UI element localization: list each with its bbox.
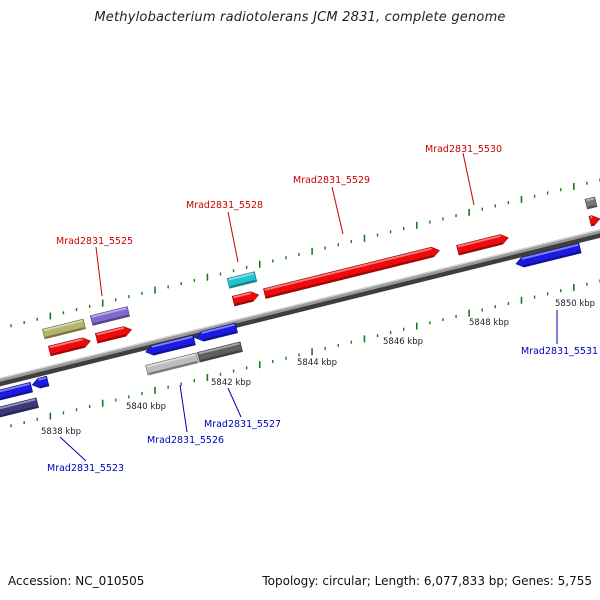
gene-red-edge [588, 215, 600, 227]
gene-cyan [226, 271, 258, 289]
gene-label: Mrad2831_5523 [47, 463, 124, 474]
scale-label: 5846 kbp [383, 337, 423, 347]
backbone-highlight [0, 229, 600, 379]
scale-label: 5840 kbp [126, 402, 166, 412]
gene-olive [42, 318, 86, 340]
gene-label: Mrad2831_5526 [147, 435, 224, 446]
leader-line [59, 436, 87, 462]
gene-red-5530 [456, 234, 509, 256]
gene-label: Mrad2831_5529 [293, 175, 370, 186]
gene-label: Mrad2831_5528 [186, 200, 263, 211]
leader-line [227, 211, 239, 263]
leader-line [95, 246, 103, 297]
genome-backbone [0, 229, 600, 382]
scale-label: 5850 kbp [555, 299, 595, 309]
gene-red-5525 [48, 337, 91, 357]
scale-label: 5838 kbp [41, 427, 81, 437]
gene-label: Mrad2831_5530 [425, 144, 502, 155]
map-title: Methylobacterium radiotolerans JCM 2831,… [94, 10, 506, 25]
gene-red-5528 [231, 291, 260, 307]
gene-lightgrey [145, 352, 199, 376]
scale-label: 5844 kbp [297, 358, 337, 368]
leader-line [331, 186, 344, 235]
leader-line [179, 384, 188, 433]
gene-purple [89, 306, 131, 326]
topology-text: Topology: circular; Length: 6,077,833 bp… [262, 574, 592, 588]
gene-label: Mrad2831_5531 [521, 346, 598, 357]
gene-blue-5526 [145, 334, 196, 356]
gene-blue-5531 [515, 242, 582, 268]
scale-label: 5848 kbp [469, 318, 509, 328]
backbone-shadow [0, 230, 600, 387]
gene-red-5529 [263, 246, 440, 299]
gene-blue-left [0, 381, 33, 401]
accession-text: Accession: NC_010505 [8, 574, 145, 588]
gene-grey-edge [584, 196, 598, 210]
gene-darkgrey [197, 341, 243, 363]
lower-tick-track [10, 279, 600, 428]
gene-red [94, 326, 132, 344]
gene-label: Mrad2831_5527 [204, 419, 281, 430]
gene-blue-small [31, 375, 50, 389]
leader-line [462, 152, 475, 206]
gene-navy [0, 397, 39, 419]
scale-label: 5842 kbp [211, 378, 251, 388]
leader-line [227, 387, 242, 418]
upper-tick-track [10, 178, 600, 328]
gene-blue-5527 [195, 322, 238, 342]
gene-label: Mrad2831_5525 [56, 236, 133, 247]
